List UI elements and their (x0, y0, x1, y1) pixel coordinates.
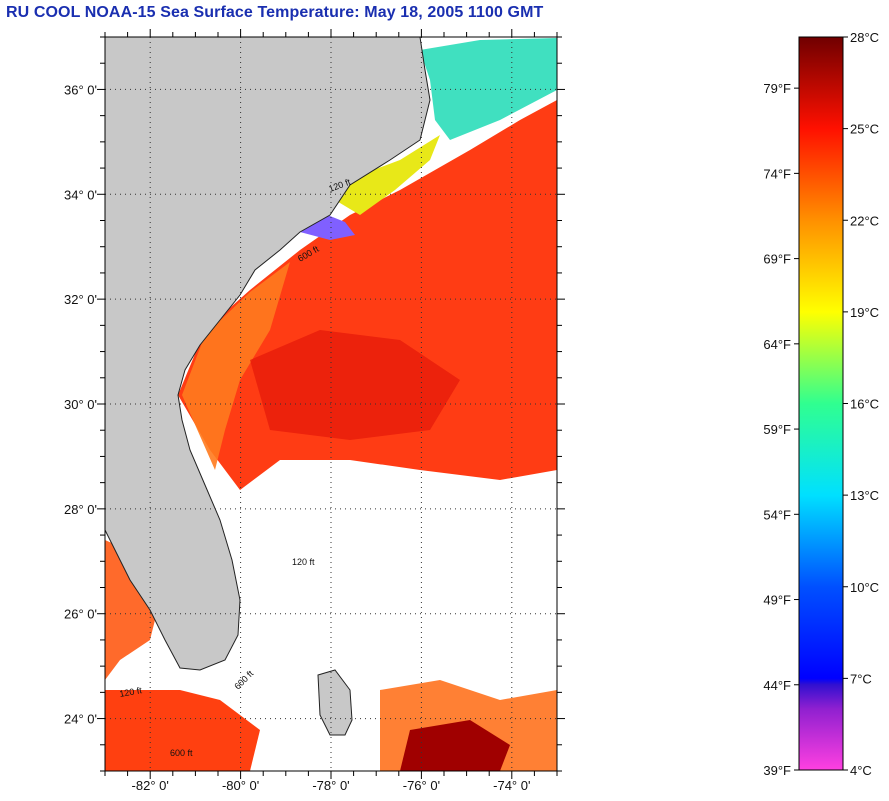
celsius-tick-label: 28°C (850, 30, 879, 45)
fahrenheit-tick-label: 59°F (763, 422, 791, 437)
lat-tick-label: 36° 0' (64, 82, 97, 97)
lon-tick-label: -74° 0' (493, 778, 530, 793)
celsius-tick-label: 13°C (850, 488, 879, 503)
fahrenheit-tick-label: 44°F (763, 678, 791, 693)
fahrenheit-tick-label: 54°F (763, 507, 791, 522)
lat-tick-label: 28° 0' (64, 502, 97, 517)
graticule (105, 37, 557, 771)
map-axis-ticks (97, 29, 565, 779)
lat-tick-label: 30° 0' (64, 397, 97, 412)
contour-label: 120 ft (119, 685, 143, 699)
fahrenheit-tick-label: 64°F (763, 337, 791, 352)
sst-orange-region (182, 262, 290, 470)
lon-tick-label: -76° 0' (403, 778, 440, 793)
lat-tick-label: 32° 0' (64, 292, 97, 307)
map-title: RU COOL NOAA-15 Sea Surface Temperature:… (6, 4, 544, 21)
map-axis-labels: 24° 0' 26° 0' 28° 0' 30° 0' 32° 0' 34° 0' 36° … (64, 82, 530, 793)
fahrenheit-tick-label: 74°F (763, 166, 791, 181)
celsius-tick-label: 7°C (850, 671, 872, 686)
land-mass-bahamas (317, 669, 353, 736)
colorbar-ticks: 4°C 7°C 10°C 13°C 16°C 19°C 22°C 25°C 28°C 39°F 44… (763, 30, 879, 778)
fahrenheit-tick-label: 69°F (763, 252, 791, 267)
fahrenheit-tick-label: 49°F (763, 593, 791, 608)
lat-tick-label: 26° 0' (64, 607, 97, 622)
contour-label: 600 ft (170, 748, 193, 758)
celsius-tick-label: 4°C (850, 763, 872, 778)
lon-tick-label: -78° 0' (312, 778, 349, 793)
celsius-tick-label: 22°C (850, 213, 879, 228)
sst-deep-red-region (250, 330, 460, 440)
map-frame-content (105, 37, 557, 771)
lon-tick-label: -82° 0' (132, 778, 169, 793)
lat-tick-label: 34° 0' (64, 187, 97, 202)
sst-keys-patch (105, 690, 260, 771)
fahrenheit-tick-label: 79°F (763, 81, 791, 96)
land-mass-us (105, 37, 431, 671)
celsius-tick-label: 25°C (850, 122, 879, 137)
celsius-tick-label: 19°C (850, 305, 879, 320)
sst-cold-shelf-region (420, 38, 557, 140)
celsius-tick-label: 10°C (850, 580, 879, 595)
contour-label: 120 ft (292, 557, 315, 567)
sst-deep-south-patch (400, 720, 510, 771)
fahrenheit-tick-label: 39°F (763, 763, 791, 778)
sst-cool-coastal-region (335, 135, 440, 215)
lon-tick-label: -80° 0' (222, 778, 259, 793)
colorbar (798, 36, 844, 771)
celsius-tick-label: 16°C (850, 397, 879, 412)
lat-tick-label: 24° 0' (64, 712, 97, 727)
